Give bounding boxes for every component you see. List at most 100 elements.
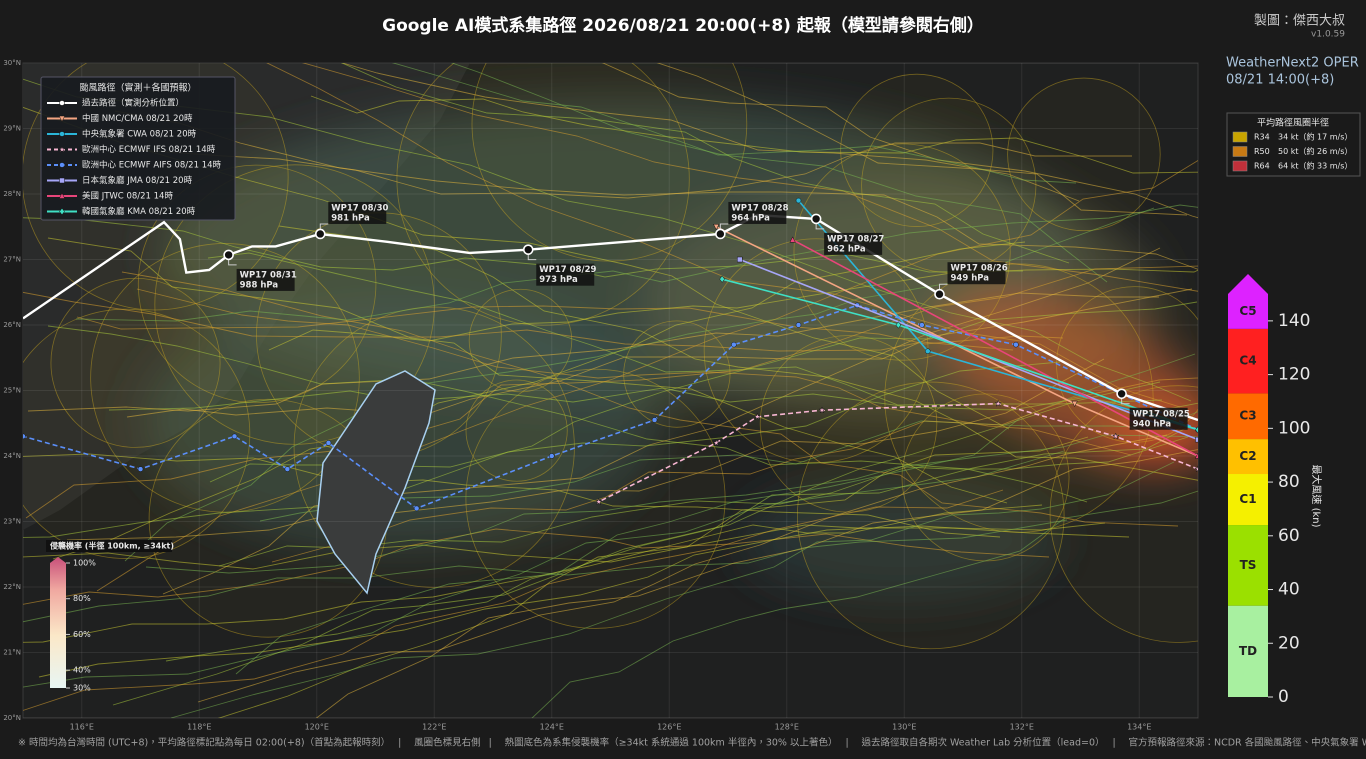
radius-ring bbox=[465, 368, 726, 629]
radii-swatch bbox=[1232, 160, 1248, 172]
ensemble-line bbox=[25, 265, 1198, 519]
wind-tick-label: 120 bbox=[1278, 365, 1310, 385]
wind-category bbox=[1228, 439, 1268, 475]
marker bbox=[818, 406, 826, 414]
model-name: WeatherNext2 OPER bbox=[1226, 56, 1359, 71]
ensemble-line bbox=[23, 519, 1068, 623]
marker bbox=[58, 192, 66, 199]
radii-text: 64 kt（約 33 m/s） bbox=[1278, 161, 1352, 171]
past-track bbox=[23, 213, 1198, 422]
legend-label: 歐洲中心 ECMWF AIFS 08/21 14時 bbox=[82, 160, 222, 171]
marker bbox=[23, 433, 26, 440]
radii-code: R34 bbox=[1254, 133, 1270, 142]
label-box bbox=[947, 262, 1006, 285]
radii-legend: R34 34 kt（約 17 m/s） R50 50 kt（約 26 m/s） R64 6… bbox=[1232, 131, 1352, 172]
ensemble-line bbox=[266, 63, 1181, 408]
ensemble-line bbox=[23, 361, 1061, 538]
probability-scale: 30% 40% 60% 80% 100% bbox=[50, 557, 96, 693]
ensemble-line bbox=[38, 525, 1130, 678]
track-point bbox=[810, 213, 822, 225]
wind-category-label: C5 bbox=[1239, 304, 1256, 318]
ensemble-line bbox=[656, 63, 1188, 216]
track-label: WP17 08/25 bbox=[1133, 409, 1190, 419]
footer-note: 過去路徑取自各期次 Weather Lab 分析位置（lead=0） bbox=[861, 737, 1104, 749]
ensemble-line bbox=[66, 358, 1105, 541]
wind-tick-label: 140 bbox=[1278, 311, 1310, 331]
marker bbox=[58, 145, 66, 153]
y-tick-label: 27°N bbox=[3, 256, 21, 264]
graticule bbox=[23, 63, 1198, 718]
ensemble-line bbox=[209, 301, 1198, 483]
ensemble-line bbox=[301, 63, 1198, 292]
y-tick-label: 24°N bbox=[3, 452, 21, 460]
radii-code: R50 bbox=[1254, 147, 1270, 156]
x-tick-label: 118°E bbox=[187, 723, 211, 732]
ensemble-line bbox=[601, 63, 1198, 219]
footer-note: ※ 時間均為台灣時間 (UTC+8)，平均路徑標記點為每日 02:00(+8)（… bbox=[18, 737, 390, 749]
radii-text: 50 kt（約 26 m/s） bbox=[1278, 146, 1352, 156]
ensemble-line bbox=[27, 292, 1159, 412]
ensemble-line bbox=[96, 159, 1198, 592]
ensemble-line bbox=[136, 288, 1132, 456]
track-point bbox=[522, 244, 534, 255]
label-box bbox=[824, 232, 883, 255]
radii-swatch bbox=[1232, 146, 1248, 157]
ensemble-line bbox=[217, 436, 1089, 718]
marker bbox=[1111, 432, 1120, 440]
marker bbox=[753, 412, 762, 420]
track-pressure: 940 hPa bbox=[1133, 419, 1172, 429]
marker bbox=[284, 466, 291, 472]
marker bbox=[713, 224, 720, 231]
marker bbox=[59, 207, 65, 216]
probability-title: 侵襲機率 (半徑 100km, ≥34kt) bbox=[49, 541, 174, 551]
marker bbox=[549, 453, 555, 459]
y-tick-label: 20°N bbox=[3, 714, 21, 722]
track-pressure: 964 hPa bbox=[731, 213, 770, 223]
marker bbox=[795, 322, 802, 328]
track-label: WP17 08/27 bbox=[827, 234, 884, 244]
marker bbox=[59, 100, 65, 106]
label-box bbox=[1129, 407, 1188, 430]
x-tick-label: 134°E bbox=[1127, 723, 1151, 732]
marker bbox=[1195, 426, 1198, 434]
probability-tick-label: 100% bbox=[73, 559, 96, 568]
radius-ring bbox=[23, 308, 251, 559]
ensemble-line bbox=[108, 387, 1198, 413]
footer-separator: | bbox=[845, 738, 848, 749]
x-tick-label: 120°E bbox=[305, 723, 329, 732]
y-tick-label: 26°N bbox=[3, 321, 21, 329]
wind-category-label: C1 bbox=[1239, 492, 1256, 506]
marker bbox=[231, 433, 238, 440]
credit: 製圖：傑西大叔 bbox=[1254, 14, 1345, 29]
y-tick-label: 28°N bbox=[3, 190, 21, 198]
official-tracks bbox=[23, 197, 1198, 512]
wind-category bbox=[1228, 474, 1268, 526]
radius-ring bbox=[154, 164, 435, 445]
track-point bbox=[934, 288, 945, 300]
ensemble-line bbox=[76, 305, 1064, 345]
radii-legend-title: 平均路徑風圈半徑 bbox=[1257, 117, 1329, 129]
taiwan bbox=[316, 370, 436, 595]
marker bbox=[1071, 400, 1078, 408]
track-point bbox=[223, 249, 234, 261]
ensemble-line bbox=[165, 381, 1161, 662]
wind-tick-label: 0 bbox=[1278, 687, 1289, 707]
ensemble-line bbox=[47, 325, 1088, 503]
radius-ring bbox=[796, 381, 1065, 650]
track-label: WP17 08/26 bbox=[951, 264, 1008, 274]
marker bbox=[737, 256, 743, 263]
legend-label: 日本氣象廳 JMA 08/21 20時 bbox=[82, 175, 193, 186]
radii-swatch bbox=[1232, 131, 1248, 143]
y-tick-label: 22°N bbox=[3, 583, 21, 591]
probability-tick-label: 30% bbox=[73, 684, 91, 693]
ensemble-line bbox=[450, 63, 1108, 283]
ensemble-line bbox=[124, 207, 1155, 562]
wind-category-label: C3 bbox=[1239, 409, 1256, 423]
marker bbox=[58, 115, 66, 123]
ensemble-line bbox=[137, 142, 1132, 199]
marker bbox=[712, 438, 721, 447]
